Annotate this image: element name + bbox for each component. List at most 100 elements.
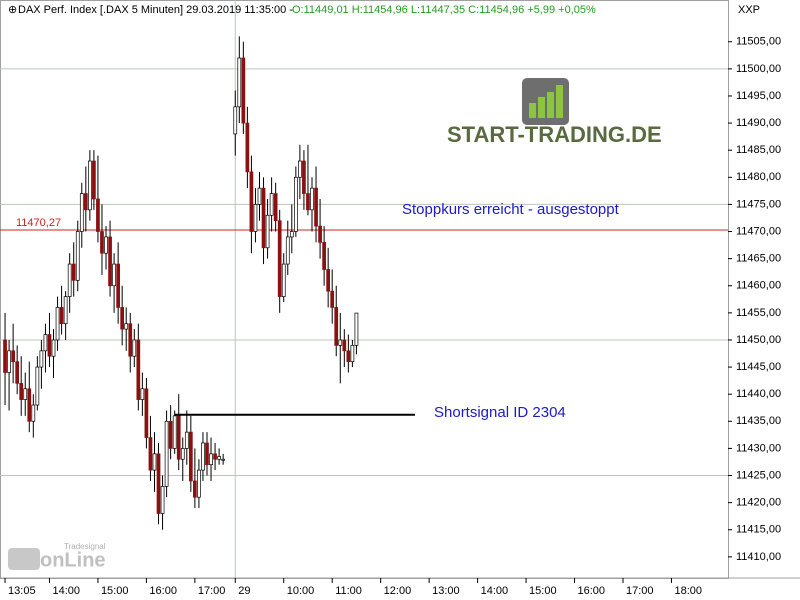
watermark-brand: Tradesignal: [64, 542, 106, 551]
y-tick-label: 11490,00: [736, 117, 781, 129]
candle-body: [201, 442, 205, 471]
candle-body: [289, 231, 294, 238]
candle-body: [108, 236, 112, 287]
candle-body: [273, 193, 278, 222]
candle-body: [11, 350, 15, 363]
x-tick-label: 10:00: [287, 585, 315, 597]
candle-body: [306, 193, 310, 211]
candle-body: [100, 231, 104, 254]
candle-body: [237, 57, 242, 108]
x-tick-label: 11:00: [335, 585, 362, 597]
candle-body: [112, 263, 116, 287]
y-tick-label: 11465,00: [736, 253, 781, 265]
y-tick-label: 11435,00: [736, 415, 781, 427]
candle-body: [261, 187, 266, 249]
y-tick-label: 11410,00: [736, 551, 781, 563]
x-tick-label: 15:00: [529, 585, 557, 597]
candle-body: [342, 339, 347, 352]
candle-body: [193, 480, 197, 498]
candle-body: [326, 269, 331, 292]
logo: START-TRADING.DE: [447, 78, 662, 147]
candle-body: [241, 57, 246, 124]
candle-body: [39, 350, 44, 368]
candle-body: [148, 437, 153, 471]
x-tick-label: 14:00: [52, 585, 80, 597]
x-tick-label: 13:05: [8, 585, 36, 597]
candle-body: [15, 361, 20, 384]
x-tick-label: 16:00: [578, 585, 606, 597]
y-tick-label: 11460,00: [736, 280, 781, 292]
x-tick-label: 15:00: [101, 585, 129, 597]
candle-body: [71, 263, 76, 281]
candle-body: [293, 176, 298, 232]
logo-bar: [529, 103, 536, 118]
candle-body: [269, 193, 274, 216]
candle-body: [75, 231, 80, 281]
y-tick-label: 11485,00: [736, 144, 781, 156]
candle-body: [156, 453, 161, 514]
candle-body: [314, 187, 318, 227]
candle-body: [59, 307, 64, 325]
candle-body: [144, 388, 149, 438]
candle-body: [285, 236, 290, 265]
candle-body: [63, 296, 68, 325]
y-tick-label: 11505,00: [736, 36, 781, 48]
candle-body: [140, 388, 145, 400]
symbol-code: XXP: [738, 4, 760, 16]
candle-body: [302, 160, 306, 194]
candle-body: [27, 388, 32, 422]
annotation: Shortsignal ID 2304: [434, 404, 566, 421]
candle-body: [253, 204, 258, 232]
candle-body: [51, 339, 56, 357]
candle-body: [47, 334, 52, 357]
candle-body: [338, 339, 343, 346]
candle-body: [197, 469, 201, 498]
candle-body: [160, 486, 165, 514]
candle-body: [318, 225, 322, 243]
candle-body: [249, 171, 254, 232]
candle-body: [168, 420, 173, 449]
x-tick-label: 14:00: [481, 585, 509, 597]
y-tick-label: 11445,00: [736, 361, 781, 373]
candle-body: [92, 160, 96, 200]
y-tick-label: 11480,00: [736, 171, 781, 183]
candle-body: [350, 344, 355, 363]
logo-bar: [538, 97, 545, 118]
candle-body: [205, 442, 209, 466]
y-tick-label: 11440,00: [736, 388, 781, 400]
header-quote: O:11449,01 H:11454,96 L:11447,35 C:11454…: [292, 4, 596, 16]
candle-body: [180, 448, 185, 460]
x-tick-label: 16:00: [149, 585, 177, 597]
candle-body: [281, 263, 286, 297]
logo-bar: [547, 92, 554, 118]
candle-body: [31, 404, 36, 422]
candle-body: [213, 453, 217, 460]
candle-body: [120, 307, 125, 330]
watermark-product: onLine: [40, 549, 106, 571]
header-icon: ⊕: [8, 4, 17, 16]
candle-body: [188, 431, 193, 482]
x-tick-label: 17:00: [626, 585, 654, 597]
candle-body: [55, 307, 60, 341]
candle-body: [132, 339, 137, 357]
x-tick-label: 17:00: [198, 585, 226, 597]
logo-text: START-TRADING.DE: [447, 122, 662, 147]
x-tick-label: 18:00: [674, 585, 702, 597]
candle-body: [298, 160, 302, 178]
annotation: Stoppkurs erreicht - ausgestoppt: [402, 201, 620, 218]
candle-body: [7, 350, 11, 373]
y-tick-label: 11450,00: [736, 334, 781, 346]
candle-body: [88, 160, 92, 211]
y-tick-label: 11415,00: [736, 524, 781, 536]
candle-body: [172, 415, 177, 449]
candle-body: [334, 307, 339, 346]
candle-body: [310, 187, 314, 211]
candle-body: [67, 263, 72, 297]
candle-body: [83, 193, 88, 211]
candle-body: [184, 431, 189, 449]
logo-bar: [556, 85, 563, 118]
x-tick-label: 12:00: [384, 585, 412, 597]
watermark-icon: [8, 548, 40, 570]
